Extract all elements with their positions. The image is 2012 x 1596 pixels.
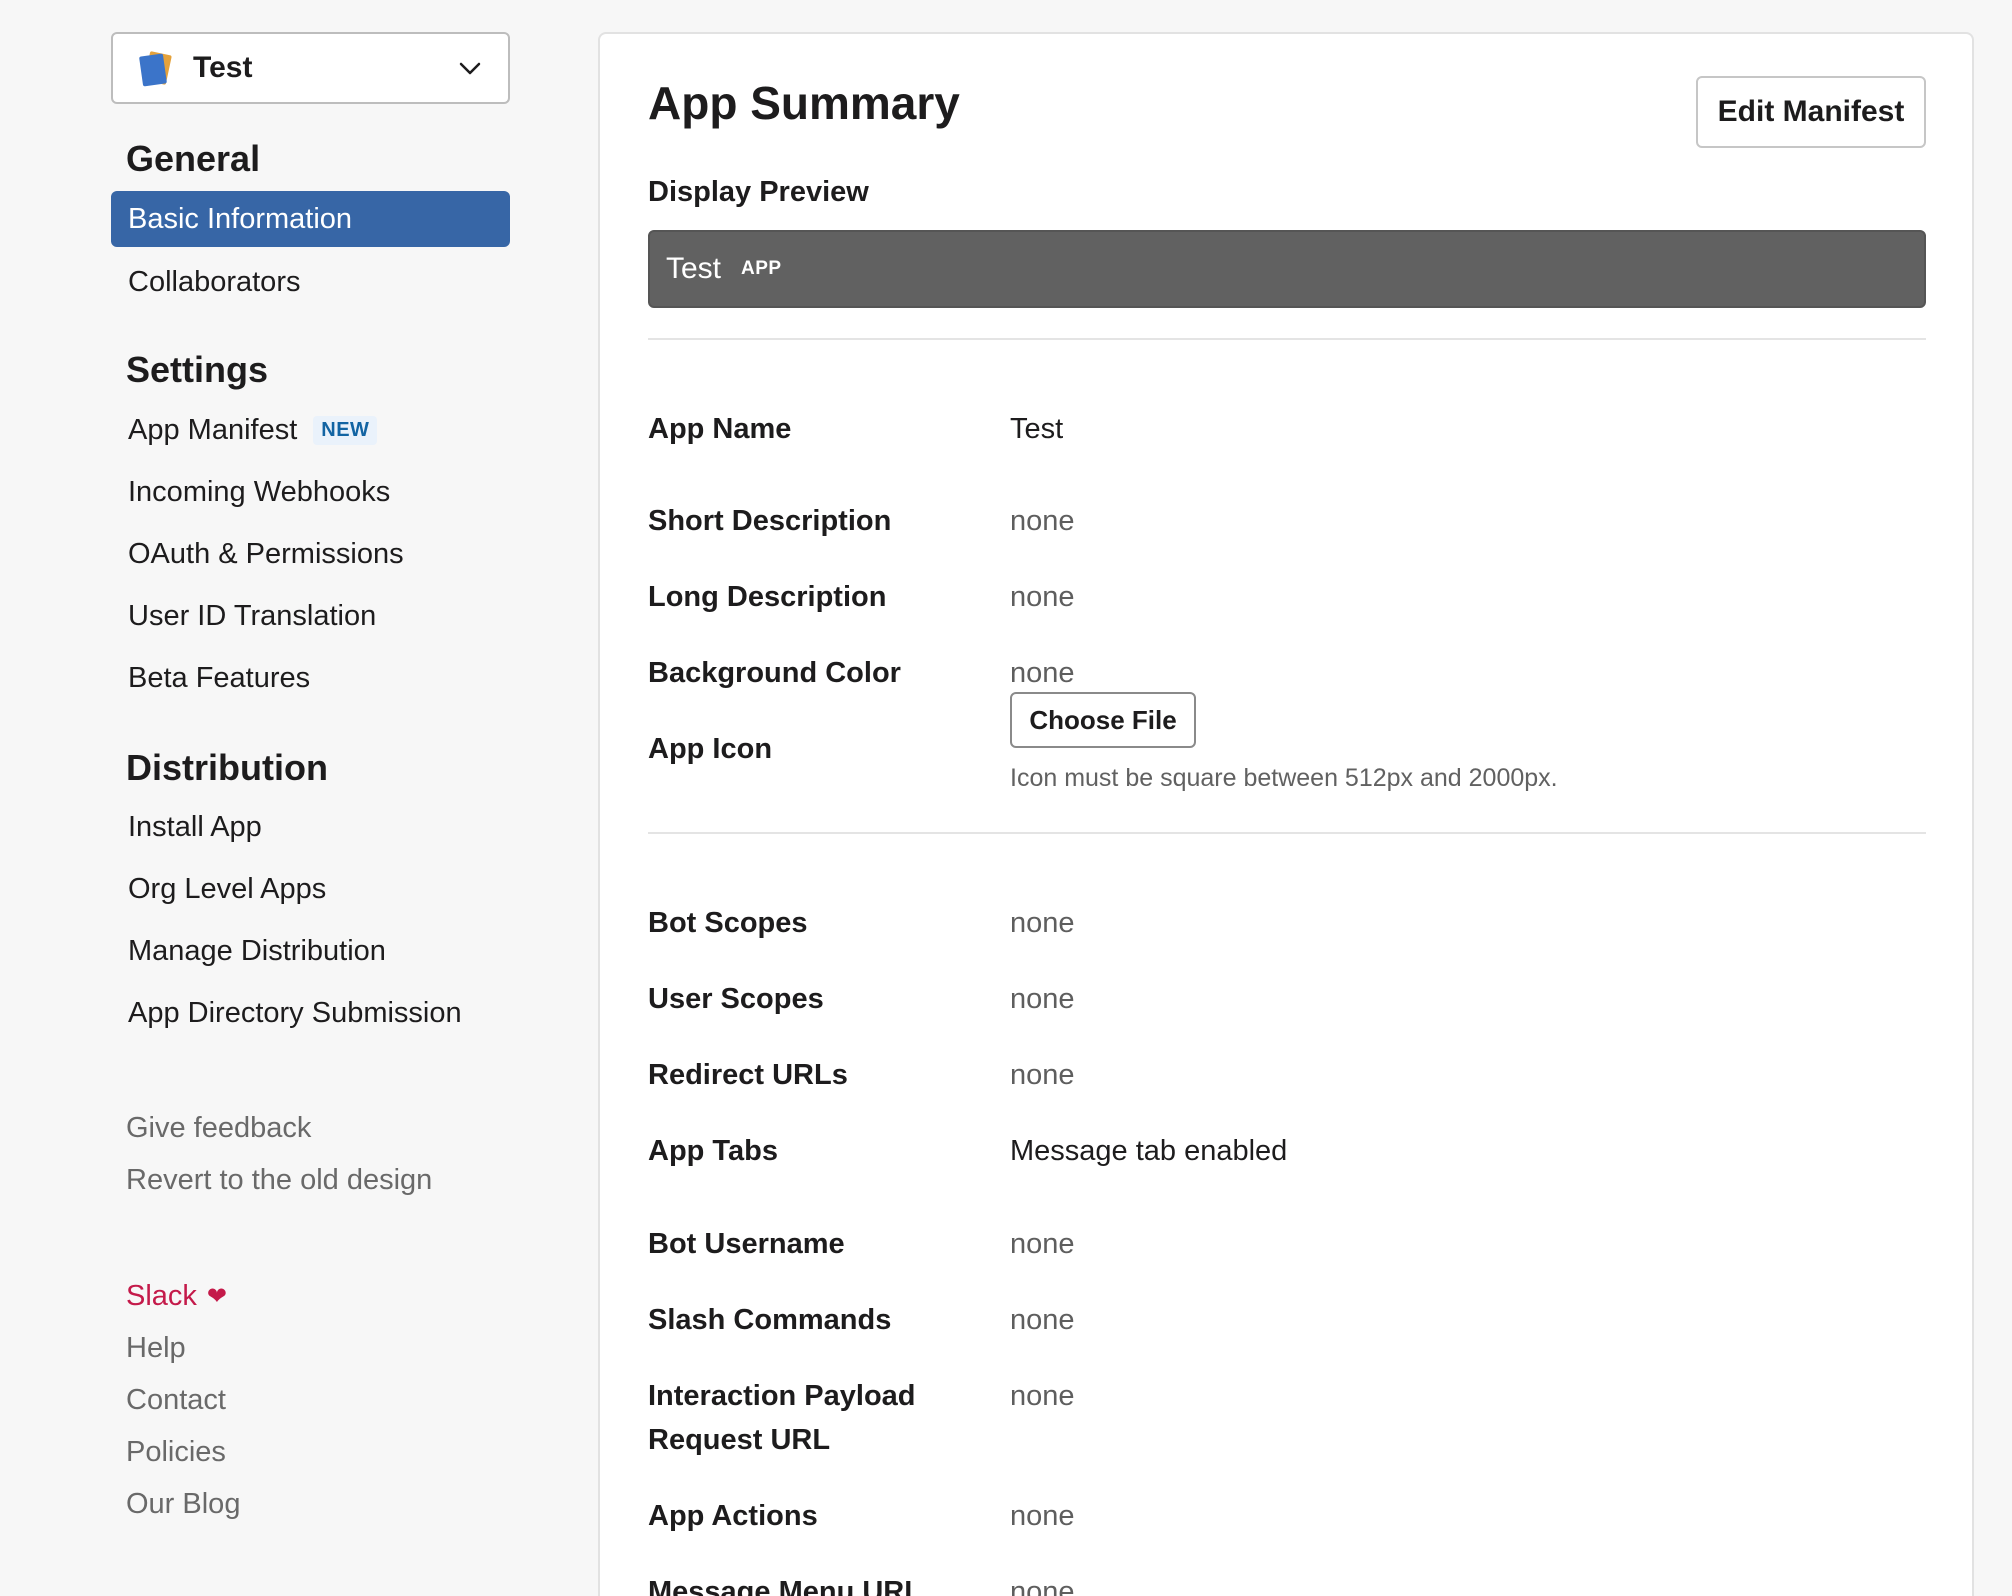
- slack-label: Slack: [126, 1280, 197, 1312]
- sidebar-item-label: Install App: [128, 810, 262, 843]
- slash-commands-label: Slash Commands: [648, 1304, 892, 1336]
- section-title-settings: Settings: [126, 349, 269, 390]
- user-scopes-label: User Scopes: [648, 983, 824, 1015]
- preview-app-tag: APP: [741, 258, 782, 279]
- sidebar-item-label: Basic Information: [128, 202, 353, 235]
- interaction-payload-value: none: [1010, 1380, 1075, 1412]
- slack-link[interactable]: Slack ❤: [126, 1280, 227, 1313]
- section-title-distribution: Distribution: [126, 747, 328, 788]
- give-feedback-link[interactable]: Give feedback: [126, 1112, 312, 1144]
- bot-username-value: none: [1010, 1228, 1075, 1260]
- bot-scopes-value: none: [1010, 907, 1075, 939]
- sidebar-item-app-manifest[interactable]: App Manifest NEW: [111, 402, 510, 458]
- sidebar-item-label: Beta Features: [128, 661, 311, 694]
- sidebar-item-label: App Directory Submission: [128, 996, 462, 1029]
- background-color-label: Background Color: [648, 657, 901, 689]
- app-summary-panel: App Summary Edit Manifest Display Previe…: [598, 32, 1974, 1596]
- policies-link[interactable]: Policies: [126, 1436, 226, 1468]
- section-title-general: General: [126, 138, 261, 179]
- long-description-label: Long Description: [648, 581, 887, 613]
- sidebar-item-label: Incoming Webhooks: [128, 475, 391, 508]
- sidebar-item-user-id-translation[interactable]: User ID Translation: [111, 588, 510, 644]
- chevron-down-icon: [459, 62, 481, 75]
- sidebar-item-label: Collaborators: [128, 265, 301, 298]
- display-preview-label: Display Preview: [648, 176, 869, 208]
- our-blog-link[interactable]: Our Blog: [126, 1488, 241, 1520]
- long-description-value: none: [1010, 581, 1075, 613]
- user-scopes-value: none: [1010, 983, 1075, 1015]
- bot-scopes-label: Bot Scopes: [648, 907, 808, 939]
- page-title: App Summary: [648, 77, 960, 129]
- contact-link[interactable]: Contact: [126, 1384, 226, 1416]
- short-description-value: none: [1010, 505, 1075, 537]
- app-actions-label: App Actions: [648, 1500, 818, 1532]
- new-badge: NEW: [313, 415, 378, 445]
- bot-username-label: Bot Username: [648, 1228, 845, 1260]
- heart-icon: ❤: [206, 1283, 228, 1310]
- redirect-urls-value: none: [1010, 1059, 1075, 1091]
- app-tabs-label: App Tabs: [648, 1135, 778, 1167]
- sidebar-item-basic-information[interactable]: Basic Information: [111, 191, 510, 247]
- app-selector-name: Test: [193, 51, 253, 84]
- message-menu-url-label: Message Menu URL: [648, 1576, 922, 1596]
- help-link[interactable]: Help: [126, 1332, 186, 1364]
- sidebar-item-manage-distribution[interactable]: Manage Distribution: [111, 923, 510, 979]
- sidebar-item-label: App Manifest: [128, 413, 298, 446]
- slash-commands-value: none: [1010, 1304, 1075, 1336]
- message-menu-url-value: none: [1010, 1576, 1075, 1596]
- divider: [648, 338, 1926, 340]
- divider: [648, 832, 1926, 834]
- sidebar-item-label: User ID Translation: [128, 599, 377, 632]
- sidebar-item-beta-features[interactable]: Beta Features: [111, 650, 510, 706]
- app-actions-value: none: [1010, 1500, 1075, 1532]
- app-name-label: App Name: [648, 413, 792, 445]
- sidebar-item-label: Manage Distribution: [128, 934, 386, 967]
- sidebar-item-label: OAuth & Permissions: [128, 537, 404, 570]
- app-icon-hint: Icon must be square between 512px and 20…: [1010, 764, 1558, 792]
- sidebar-item-incoming-webhooks[interactable]: Incoming Webhooks: [111, 464, 510, 520]
- interaction-payload-label-line2: Request URL: [648, 1424, 831, 1456]
- display-preview-bar: Test APP: [648, 230, 1926, 308]
- sidebar-item-install-app[interactable]: Install App: [111, 799, 510, 855]
- sidebar-item-label: Org Level Apps: [128, 872, 327, 905]
- app-icon-label: App Icon: [648, 733, 773, 765]
- redirect-urls-label: Redirect URLs: [648, 1059, 848, 1091]
- preview-app-name: Test: [666, 252, 722, 285]
- interaction-payload-label-line1: Interaction Payload: [648, 1380, 916, 1412]
- app-tabs-value: Message tab enabled: [1010, 1135, 1288, 1167]
- sidebar: Test General Basic Information Collabora…: [0, 0, 560, 1596]
- choose-file-button[interactable]: Choose File: [1010, 692, 1196, 748]
- short-description-label: Short Description: [648, 505, 892, 537]
- sidebar-item-collaborators[interactable]: Collaborators: [111, 254, 510, 310]
- background-color-value: none: [1010, 657, 1075, 689]
- edit-manifest-button[interactable]: Edit Manifest: [1696, 76, 1926, 148]
- sidebar-item-org-level-apps[interactable]: Org Level Apps: [111, 861, 510, 917]
- app-name-value: Test: [1010, 413, 1064, 445]
- book-stack-icon: [139, 51, 173, 87]
- revert-old-design-link[interactable]: Revert to the old design: [126, 1164, 433, 1196]
- sidebar-item-app-directory-submission[interactable]: App Directory Submission: [111, 985, 510, 1041]
- sidebar-item-oauth-permissions[interactable]: OAuth & Permissions: [111, 526, 510, 582]
- app-selector[interactable]: Test: [111, 32, 510, 104]
